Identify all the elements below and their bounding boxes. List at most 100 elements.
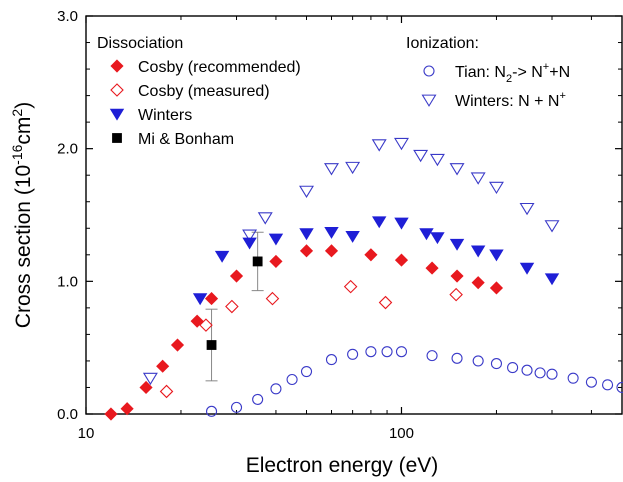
data-point-winters xyxy=(394,217,409,230)
data-point-tian xyxy=(270,383,282,395)
legend-label-tian-a: Tian: N xyxy=(455,64,506,81)
data-point-cosby-measured xyxy=(159,384,174,399)
legend-label-winters: Winters xyxy=(138,107,192,124)
legend-marker-cosby-recommended xyxy=(110,59,124,73)
legend-label-winters-ionization-a: Winters: N + N xyxy=(455,93,559,110)
x-tick-label: 100 xyxy=(389,425,414,442)
data-point-cosby-recommended xyxy=(229,269,244,283)
data-point-tian xyxy=(381,346,393,358)
legend-symbol-winters-ionization xyxy=(421,94,437,107)
data-point-tian xyxy=(616,381,623,394)
data-point-cosby-recommended xyxy=(425,261,439,275)
data-point-winters xyxy=(345,230,360,243)
legend-symbol-cosby-recommended xyxy=(110,59,124,73)
axes: 10 100 0.0 1.0 2.0 3.0 xyxy=(57,8,622,442)
legend-label-cosby-recommended: Cosby (recommended) xyxy=(138,59,301,76)
data-point-tian xyxy=(521,364,533,376)
data-point-tian xyxy=(546,368,558,380)
y-axis-label-sup1: -16 xyxy=(9,144,25,164)
data-point-tian xyxy=(567,372,579,384)
y-tick-label: 1.0 xyxy=(57,273,78,290)
legend-label-cosby-measured: Cosby (measured) xyxy=(138,83,270,100)
legend-label-winters-ionization: Winters: N + N+ xyxy=(455,90,566,110)
legend-label-tian-b: -> N xyxy=(512,64,543,81)
data-point-winters-ionization xyxy=(394,137,409,151)
data-point-winters-ionization xyxy=(142,372,158,386)
data-point-tian xyxy=(585,376,597,388)
data-point-winters-ionization xyxy=(345,161,361,175)
legend-dissociation: Dissociation Cosby (recommended) Cosby (… xyxy=(97,35,301,148)
legend-label-tian-sub: 2 xyxy=(506,73,512,85)
error-bars xyxy=(205,231,264,382)
legend-marker-mi-bonham xyxy=(112,133,122,143)
data-point-winters xyxy=(372,216,387,229)
data-point-cosby-measured xyxy=(225,299,239,314)
data-point-cosby-recommended xyxy=(471,276,485,290)
data-point-cosby-recommended xyxy=(269,254,283,268)
data-point-tian xyxy=(230,401,243,413)
data-point-mi-bonham xyxy=(206,340,217,350)
data-point-winters-ionization xyxy=(544,220,560,233)
data-point-cosby-recommended xyxy=(364,248,378,262)
x-tick-label: 10 xyxy=(78,425,95,442)
data-point-winters xyxy=(324,226,339,239)
data-point-tian xyxy=(286,373,298,386)
y-axis-label: Cross section (10-16cm2) xyxy=(9,102,35,328)
data-point-winters-ionization xyxy=(449,163,465,176)
data-point-cosby-measured xyxy=(199,318,213,332)
data-point-tian xyxy=(490,358,503,370)
data-point-winters-ionization xyxy=(470,172,486,185)
legend-label-tian-c: +N xyxy=(549,64,570,81)
data-point-winters xyxy=(449,238,465,251)
data-point-tian xyxy=(325,354,338,366)
legend-symbol-winters xyxy=(109,108,125,121)
y-tick-label: 0.0 xyxy=(57,406,78,423)
data-point-cosby-recommended xyxy=(394,253,409,267)
y-tick-label: 3.0 xyxy=(57,8,78,25)
data-point-cosby-recommended xyxy=(324,244,339,258)
legend-marker-tian xyxy=(423,65,435,77)
data-point-winters xyxy=(192,293,208,306)
y-axis-label-base: Cross section (10 xyxy=(12,165,35,328)
data-point-winters xyxy=(430,232,445,245)
legend-label-mi-bonham: Mi & Bonham xyxy=(138,131,234,148)
data-point-winters xyxy=(268,233,284,246)
data-point-cosby-recommended xyxy=(489,281,504,295)
data-point-winters-ionization xyxy=(242,229,258,242)
y-axis-label-end: ) xyxy=(12,102,35,109)
plot-frame xyxy=(85,15,623,415)
data-point-winters xyxy=(544,273,560,286)
data-point-winters xyxy=(470,245,486,258)
data-point-tian xyxy=(300,365,313,378)
data-markers xyxy=(104,137,623,421)
data-point-cosby-recommended xyxy=(450,269,464,283)
data-point-mi-bonham xyxy=(252,256,263,267)
data-point-winters-ionization xyxy=(299,185,314,199)
data-point-tian xyxy=(205,405,218,417)
data-point-winters-ionization xyxy=(488,181,504,195)
data-point-tian xyxy=(472,355,484,367)
data-point-tian xyxy=(252,393,264,405)
data-point-winters xyxy=(242,237,257,250)
data-point-tian xyxy=(347,348,359,360)
data-point-tian xyxy=(534,367,546,379)
data-point-winters xyxy=(299,228,314,241)
legend-ionization: Ionization: Tian: N2-> N++N Winters: N +… xyxy=(406,35,570,110)
legend-marker-cosby-measured xyxy=(110,83,124,97)
y-axis-label-mid: cm xyxy=(12,117,35,145)
data-point-winters xyxy=(214,250,230,263)
plot-area xyxy=(85,15,623,415)
data-point-winters-ionization xyxy=(429,153,445,167)
data-point-winters-ionization xyxy=(257,212,273,225)
data-point-tian xyxy=(451,352,463,364)
data-point-cosby-recommended xyxy=(299,244,314,258)
data-point-cosby-measured xyxy=(265,291,280,306)
data-point-cosby-recommended xyxy=(120,402,134,416)
data-point-cosby-measured xyxy=(378,295,393,310)
legend-dissociation-title: Dissociation xyxy=(97,35,183,52)
data-point-cosby-measured xyxy=(343,279,358,294)
data-point-cosby-recommended xyxy=(156,359,170,373)
legend-symbol-tian xyxy=(423,65,435,77)
data-point-tian xyxy=(426,350,438,362)
